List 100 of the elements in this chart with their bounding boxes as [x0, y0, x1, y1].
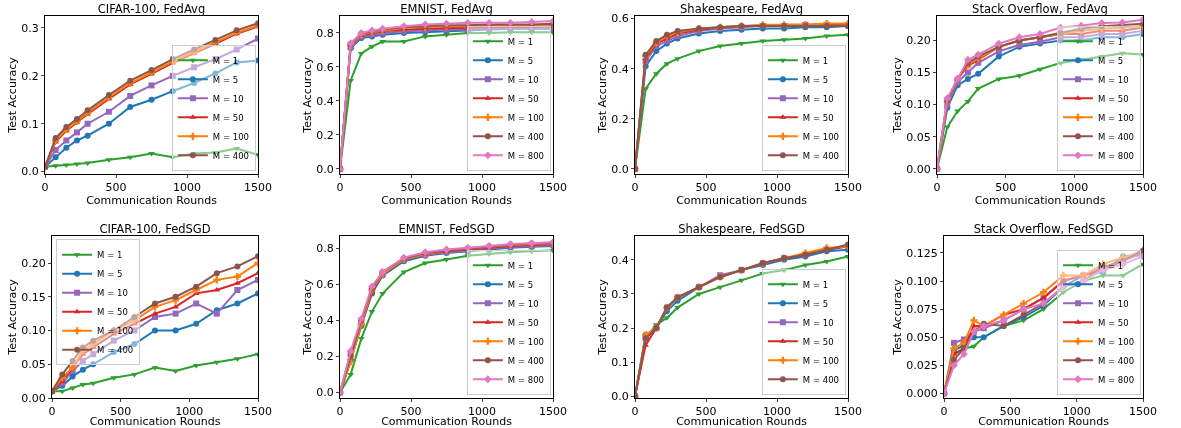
y-tick-label: 0.3 [611, 287, 629, 301]
legend-label: M = 10 [507, 298, 539, 309]
legend-label: M = 400 [1097, 131, 1135, 142]
legend-label: M = 50 [802, 336, 834, 347]
chart-title: EMNIST, FedAvg [400, 2, 493, 16]
legend-label: M = 5 [507, 55, 534, 66]
legend-label: M = 800 [1097, 150, 1135, 161]
y-tick-label: 0.20 [906, 34, 931, 48]
legend-label: M = 400 [507, 355, 544, 366]
legend-label: M = 10 [1098, 298, 1129, 309]
x-tick-label: 1500 [539, 181, 567, 195]
legend-label: M = 5 [212, 74, 239, 85]
x-tick-label: 0 [940, 405, 948, 419]
x-tick-label: 1500 [244, 181, 272, 195]
legend-label: M = 400 [212, 150, 249, 161]
legend-label: M = 50 [802, 112, 834, 123]
y-tick-label: 0.050 [906, 331, 938, 345]
x-axis-title: Communication Rounds [86, 194, 218, 208]
legend-label: M = 100 [1098, 336, 1135, 347]
legend-label: M = 50 [507, 93, 539, 104]
legend-label: M = 10 [507, 74, 539, 85]
chart-title: Shakespeare, FedAvg [680, 2, 803, 16]
chart-title: EMNIST, FedSGD [398, 222, 495, 236]
legend-label: M = 1 [97, 250, 123, 261]
y-tick-label: 0.4 [316, 94, 334, 108]
y-tick-label: 0.125 [906, 246, 938, 260]
legend-label: M = 5 [802, 298, 829, 309]
legend-label: M = 100 [212, 131, 249, 142]
y-tick-label: 0.2 [316, 350, 334, 364]
y-tick-label: 0.0 [316, 386, 334, 400]
legend-label: M = 400 [507, 131, 544, 142]
legend-label: M = 50 [97, 307, 128, 318]
x-tick-label: 0 [933, 181, 941, 195]
legend-label: M = 800 [1098, 374, 1135, 385]
legend-label: M = 1 [507, 260, 534, 271]
y-tick-label: 0.4 [611, 253, 629, 267]
chart-title: Stack Overflow, FedSGD [973, 222, 1114, 236]
y-tick-label: 0.20 [21, 256, 46, 270]
y-tick-label: 0.05 [906, 130, 931, 144]
chart-title: CIFAR-100, FedSGD [99, 222, 211, 236]
y-tick-label: 0.1 [611, 356, 629, 370]
x-tick-label: 1500 [834, 181, 862, 195]
y-tick-label: 0.6 [611, 12, 629, 26]
y-tick-label: 0.6 [316, 278, 334, 292]
y-tick-label: 0.075 [906, 302, 938, 316]
x-tick-label: 0 [48, 405, 56, 419]
legend-label: M = 10 [802, 317, 834, 328]
x-tick-label: 0 [41, 181, 49, 195]
legend-label: M = 50 [212, 112, 244, 123]
legend-label: M = 50 [507, 317, 539, 328]
x-axis-title: Communication Rounds [974, 194, 1106, 208]
legend-label: M = 400 [97, 345, 134, 356]
legend-label: M = 100 [802, 355, 839, 366]
legend-label: M = 100 [507, 112, 544, 123]
x-tick-label: 0 [631, 181, 639, 195]
legend-label: M = 400 [802, 150, 839, 161]
y-tick-label: 0.00 [906, 162, 931, 176]
legend-label: M = 10 [97, 288, 128, 299]
chart-title: CIFAR-100, FedAvg [97, 2, 206, 16]
legend-label: M = 50 [1098, 317, 1129, 328]
legend-label: M = 1 [507, 36, 534, 47]
legend-label: M = 800 [507, 374, 544, 385]
legend-label: M = 100 [97, 326, 134, 337]
y-tick-label: 0.0 [611, 390, 629, 404]
legend-label: M = 1 [802, 279, 829, 290]
legend-label: M = 10 [802, 93, 834, 104]
x-tick-label: 0 [631, 405, 639, 419]
legend-label: M = 100 [507, 336, 544, 347]
x-tick-label: 1500 [1129, 181, 1157, 195]
x-tick-label: 1500 [539, 405, 567, 419]
x-tick-label: 500 [695, 181, 717, 195]
legend-label: M = 800 [507, 150, 544, 161]
y-tick-label: 0.8 [316, 26, 334, 40]
y-tick-label: 0.00 [21, 391, 46, 405]
legend-label: M = 400 [1098, 355, 1135, 366]
y-axis-title: Test Accuracy [300, 56, 314, 134]
legend-label: M = 10 [212, 93, 244, 104]
y-axis-title: Test Accuracy [890, 56, 904, 134]
x-tick-label: 1000 [468, 181, 496, 195]
y-tick-label: 0.2 [21, 69, 39, 83]
legend-label: M = 100 [802, 131, 839, 142]
y-axis-title: Test Accuracy [595, 278, 609, 356]
y-tick-label: 0.10 [21, 324, 46, 338]
y-axis-title: Test Accuracy [5, 278, 19, 356]
legend-label: M = 100 [1097, 112, 1135, 123]
y-tick-label: 0.15 [906, 66, 931, 80]
chart-title: Stack Overflow, FedAvg [972, 2, 1108, 16]
y-tick-label: 0.000 [906, 387, 938, 401]
y-tick-label: 0.1 [21, 117, 39, 131]
y-tick-label: 0.4 [611, 62, 629, 76]
legend-label: M = 5 [802, 74, 829, 85]
legend-label: M = 5 [97, 269, 123, 280]
x-tick-label: 0 [336, 405, 344, 419]
y-tick-label: 0.025 [906, 359, 938, 373]
x-tick-label: 500 [400, 181, 422, 195]
x-tick-label: 1500 [1129, 405, 1157, 419]
x-tick-label: 1000 [173, 181, 201, 195]
y-tick-label: 0.2 [316, 128, 334, 142]
y-axis-title: Test Accuracy [890, 278, 904, 356]
legend-label: M = 1 [802, 55, 829, 66]
